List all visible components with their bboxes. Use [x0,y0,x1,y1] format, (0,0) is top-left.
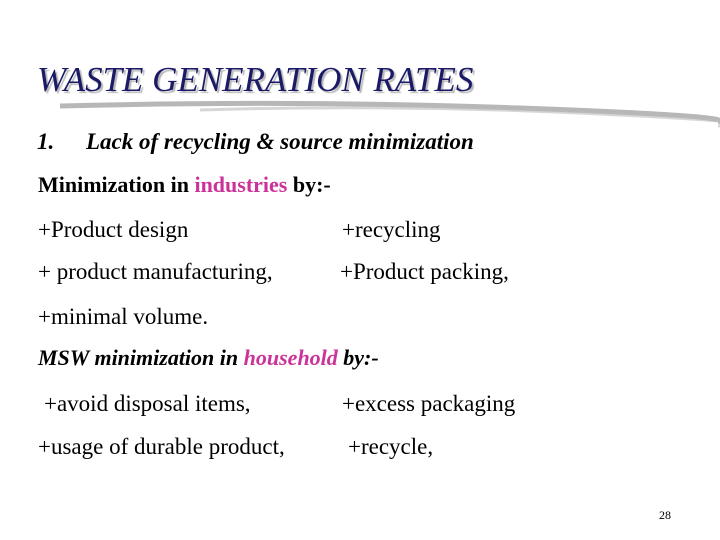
highlight: household [243,345,338,370]
item: +Product design [38,217,189,242]
item: +recycle, [348,434,434,459]
item: + product manufacturing, [38,259,273,284]
page-number: 28 [659,508,671,522]
text: Minimization in [38,172,195,197]
brush-stroke [59,100,720,125]
section-heading: MSW minimization in household by:- [38,347,379,369]
item: +recycling [342,217,441,242]
brush-stroke [199,106,720,128]
highlight: industries [194,172,288,197]
section-heading: Minimization in industries by:- [38,174,331,196]
item: +avoid disposal items, [44,391,251,416]
heading-number: 1. [37,129,55,154]
heading-text: Lack of recycling & source minimization [86,129,474,154]
text: MSW minimization in [38,345,244,370]
item: +excess packaging [342,391,516,416]
item: +Product packing, [340,259,509,284]
text: by:- [287,172,331,197]
text: by:- [337,345,379,370]
item: +usage of durable product, [38,434,285,459]
title: WASTE GENERATION RATES [37,60,474,99]
item: +minimal volume. [38,304,209,329]
